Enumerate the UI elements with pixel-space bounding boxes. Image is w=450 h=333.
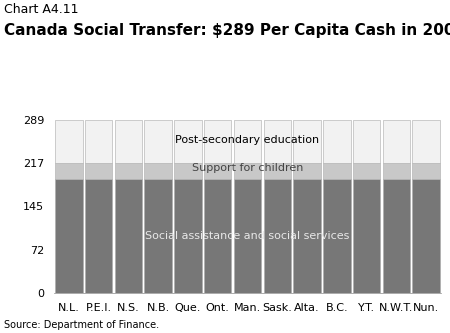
- Bar: [85, 120, 112, 163]
- Bar: [323, 120, 351, 163]
- Bar: [85, 163, 112, 179]
- Bar: [144, 179, 172, 293]
- Bar: [204, 179, 231, 293]
- Text: Support for children: Support for children: [192, 164, 303, 173]
- Bar: [144, 163, 172, 179]
- Bar: [234, 120, 261, 163]
- Bar: [234, 163, 261, 179]
- Bar: [264, 163, 291, 179]
- Bar: [234, 179, 261, 293]
- Bar: [115, 179, 142, 293]
- Bar: [55, 120, 83, 163]
- Bar: [353, 179, 380, 293]
- Bar: [264, 120, 291, 163]
- Bar: [412, 120, 440, 163]
- Bar: [293, 163, 321, 179]
- Bar: [174, 120, 202, 163]
- Text: Chart A4.11: Chart A4.11: [4, 3, 79, 16]
- Bar: [55, 163, 83, 179]
- Bar: [353, 163, 380, 179]
- Bar: [353, 120, 380, 163]
- Bar: [382, 179, 410, 293]
- Bar: [85, 179, 112, 293]
- Bar: [144, 120, 172, 163]
- Text: Post-secondary education: Post-secondary education: [176, 135, 320, 145]
- Bar: [115, 163, 142, 179]
- Bar: [323, 163, 351, 179]
- Bar: [412, 163, 440, 179]
- Text: Canada Social Transfer: $289 Per Capita Cash in 2007–08: Canada Social Transfer: $289 Per Capita …: [4, 23, 450, 38]
- Bar: [382, 120, 410, 163]
- Bar: [293, 179, 321, 293]
- Text: Social assistance and social services: Social assistance and social services: [145, 231, 350, 241]
- Bar: [55, 179, 83, 293]
- Text: Source: Department of Finance.: Source: Department of Finance.: [4, 320, 160, 330]
- Bar: [174, 179, 202, 293]
- Bar: [204, 120, 231, 163]
- Bar: [115, 120, 142, 163]
- Bar: [174, 163, 202, 179]
- Bar: [204, 163, 231, 179]
- Bar: [293, 120, 321, 163]
- Bar: [382, 163, 410, 179]
- Bar: [412, 179, 440, 293]
- Bar: [264, 179, 291, 293]
- Bar: [323, 179, 351, 293]
